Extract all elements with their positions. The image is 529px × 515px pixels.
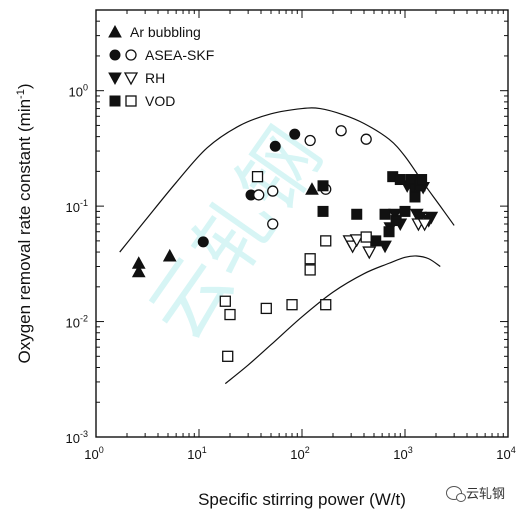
rh-open-point: [362, 246, 377, 260]
vod-filled-point: [394, 174, 406, 186]
ar-bubbling-filled-point: [305, 182, 319, 195]
vod-open-point: [360, 231, 372, 243]
vod-open-point: [224, 308, 236, 321]
x-tick-label: 100: [84, 445, 103, 462]
vod-filled-point: [390, 215, 402, 227]
x-tick-label: 103: [393, 445, 412, 462]
rh-filled-point: [388, 208, 402, 222]
asea-skf-filled-point: [269, 140, 281, 152]
vod-open-point: [222, 350, 234, 362]
legend-marker: [108, 72, 122, 86]
rh-filled-point: [378, 240, 392, 254]
vod-filled-point: [409, 191, 421, 203]
asea-skf-open-point: [267, 185, 279, 197]
vod-filled-point: [416, 174, 428, 186]
rh-open-point: [349, 234, 364, 248]
vod-filled-point: [351, 208, 363, 220]
asea-skf-filled-point: [289, 128, 301, 140]
x-tick-label: 104: [496, 445, 515, 462]
y-tick-label: 10-3: [66, 429, 88, 446]
asea-skf-open-point: [253, 189, 265, 201]
legend-marker: [123, 72, 139, 86]
legend-marker: [108, 24, 122, 38]
vod-open-point: [260, 302, 272, 315]
asea-skf-open-point: [360, 133, 372, 145]
legend-marker: [125, 49, 137, 61]
legend-label: VOD: [145, 93, 175, 109]
data-points: [131, 125, 439, 362]
y-tick-label: 10-1: [66, 198, 88, 215]
ar-bubbling-filled-point: [162, 248, 177, 262]
brand-name: 云轧钢: [466, 487, 506, 502]
axis-ticks: 100 101 102 103 104 10-3 10-2 10-1 100: [66, 9, 516, 462]
vod-open-point: [219, 295, 231, 307]
vod-filled-point: [379, 208, 391, 220]
asea-skf-open-point: [267, 218, 279, 230]
legend: Ar bubbling ASEA-SKF RH VOD: [108, 24, 214, 109]
vod-filled-point: [399, 205, 411, 217]
asea-skf-open-point: [304, 134, 316, 147]
vod-open-point: [304, 264, 316, 276]
vod-open-point: [251, 171, 264, 183]
watermark: 云轧钢: [132, 113, 340, 356]
vod-filled-point: [383, 226, 395, 238]
vod-open-point: [320, 299, 332, 311]
rh-open-point: [417, 218, 432, 232]
vod-filled-point: [370, 235, 382, 247]
x-axis-title: Specific stirring power (W/t): [198, 490, 406, 509]
vod-open-point: [320, 235, 332, 247]
y-axis-title: Oxygen removal rate constant (min-1): [15, 83, 34, 363]
lower-envelope-curve: [224, 255, 441, 385]
asea-skf-filled-point: [197, 236, 209, 248]
legend-marker: [125, 95, 137, 107]
legend-marker: [109, 95, 121, 107]
legend-label: ASEA-SKF: [145, 47, 214, 63]
ar-bubbling-filled-point: [131, 264, 146, 278]
vod-filled-point: [317, 180, 329, 192]
y-tick-label: 10-2: [66, 314, 88, 331]
legend-marker: [109, 49, 121, 61]
asea-skf-open-point: [335, 125, 347, 137]
y-tick-label: 100: [69, 83, 88, 100]
x-tick-label: 102: [290, 445, 309, 462]
x-tick-label: 101: [187, 445, 206, 462]
vod-open-point: [304, 253, 316, 265]
rh-filled-point: [424, 211, 439, 225]
legend-label: Ar bubbling: [130, 24, 201, 40]
legend-label: RH: [145, 70, 165, 86]
vod-open-point: [286, 299, 298, 311]
wechat-icon: [446, 485, 466, 502]
brand-watermark: 云轧钢: [446, 483, 505, 502]
vod-filled-point: [317, 205, 329, 217]
watermark-text: 云轧钢: [132, 113, 340, 356]
